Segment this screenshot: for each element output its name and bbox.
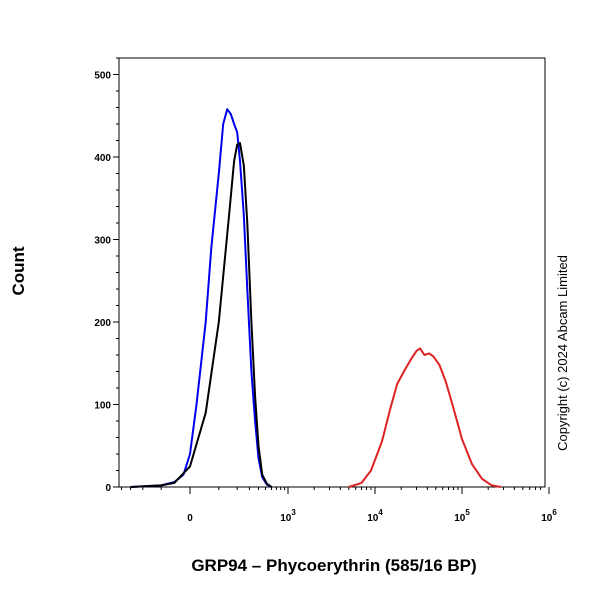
y-tick-label: 400 <box>94 153 111 164</box>
x-axis-title: GRP94 – Phycoerythrin (585/16 BP) <box>191 556 476 575</box>
y-axis-title: Count <box>9 246 28 295</box>
histogram-series-1 <box>130 108 272 488</box>
x-tick-label: 104 <box>367 508 383 524</box>
histogram-series-2 <box>130 142 272 488</box>
y-axis: 0 100 200 300 400 500 <box>94 57 119 494</box>
plot-frame <box>118 57 546 488</box>
y-tick-label: 200 <box>94 318 111 329</box>
x-tick-label: 103 <box>280 508 296 524</box>
y-tick-label: 300 <box>94 236 111 247</box>
y-tick-label: 0 <box>105 483 111 494</box>
y-tick-label: 500 <box>94 71 111 82</box>
copyright-notice: Copyright (c) 2024 Abcam Limited <box>555 255 570 451</box>
histogram-series-3 <box>348 347 502 488</box>
series-layer <box>130 108 502 488</box>
x-axis: 0 103 104 105 106 <box>121 487 557 524</box>
y-tick-label: 100 <box>94 401 111 412</box>
x-tick-label: 105 <box>454 508 470 524</box>
x-tick-label: 0 <box>187 513 193 524</box>
x-tick-label: 106 <box>541 508 557 524</box>
